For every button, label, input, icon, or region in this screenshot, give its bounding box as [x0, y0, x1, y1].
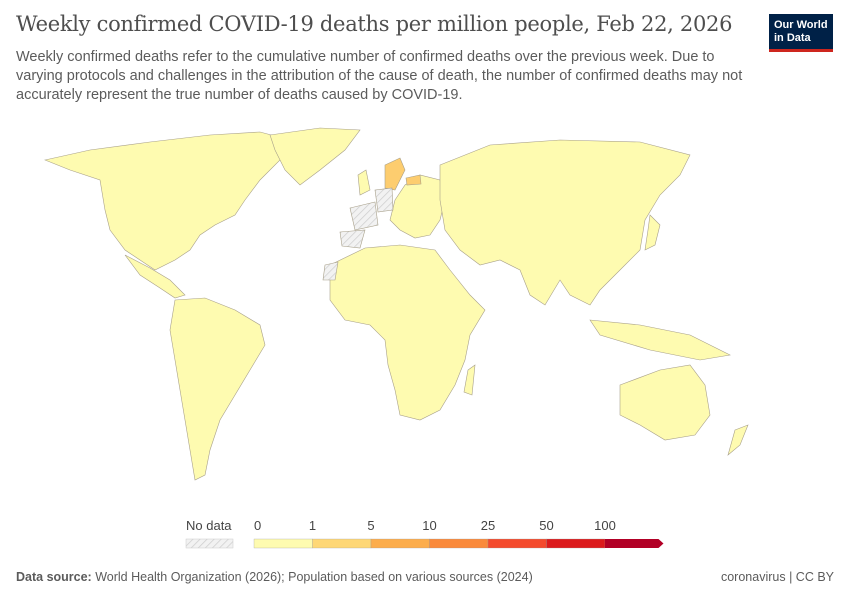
australia[interactable] [619, 364, 711, 441]
source-label: Data source: [16, 570, 92, 584]
legend-bin[interactable] [487, 538, 547, 549]
western-sahara[interactable] [322, 261, 339, 281]
new-zealand[interactable] [727, 424, 749, 456]
sweden[interactable] [384, 157, 406, 191]
legend-tick-label: 5 [367, 518, 374, 533]
north-america[interactable] [43, 131, 291, 271]
legend-bin[interactable] [253, 538, 313, 549]
legend-bin[interactable] [429, 538, 489, 549]
legend-bin[interactable] [370, 538, 430, 549]
data-source: Data source: World Health Organization (… [16, 570, 533, 584]
latvia[interactable] [405, 174, 422, 186]
uk[interactable] [357, 169, 371, 196]
footer-credit[interactable]: coronavirus | CC BY [720, 570, 834, 584]
legend-tick-label: 25 [481, 518, 495, 533]
legend-no-data-swatch[interactable] [185, 538, 234, 549]
legend-no-data-label: No data [186, 518, 232, 533]
chart-title: Weekly confirmed COVID-19 deaths per mil… [16, 12, 733, 36]
greenland[interactable] [269, 127, 361, 186]
asia[interactable] [439, 139, 691, 306]
legend-tick-label: 0 [254, 518, 261, 533]
legend-bin[interactable] [605, 539, 664, 548]
japan[interactable] [644, 214, 661, 251]
spain[interactable] [339, 229, 366, 249]
germany[interactable] [374, 187, 394, 213]
owid-logo[interactable]: Our World in Data [769, 14, 833, 52]
logo-line-1: Our World [774, 18, 828, 31]
legend-tick-label: 100 [594, 518, 616, 533]
world-map[interactable] [0, 120, 850, 490]
legend-bin[interactable] [312, 538, 372, 549]
legend-tick-label: 1 [309, 518, 316, 533]
legend: No data 0 1 5 10 25 50 100 [185, 518, 664, 549]
legend-tick-label: 10 [422, 518, 436, 533]
france[interactable] [349, 201, 379, 231]
logo-line-2: in Data [774, 31, 811, 44]
africa[interactable] [329, 244, 486, 421]
indonesia[interactable] [589, 319, 731, 361]
central-america[interactable] [124, 254, 186, 299]
legend-bin[interactable] [546, 538, 606, 549]
legend-tick-label: 50 [539, 518, 553, 533]
chart-subtitle: Weekly confirmed deaths refer to the cum… [16, 49, 743, 103]
south-america[interactable] [169, 297, 266, 481]
madagascar[interactable] [463, 364, 476, 396]
source-text: World Health Organization (2026); Popula… [91, 570, 533, 584]
